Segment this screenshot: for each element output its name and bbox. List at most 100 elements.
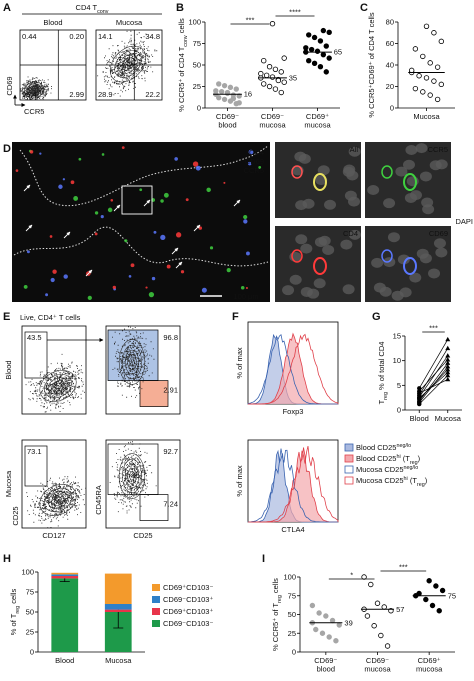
y-tick-label: 25 [26, 628, 34, 637]
x-tick-label: CD69⁺ [306, 112, 329, 121]
inset-label: CD69 [429, 229, 448, 238]
contour [51, 494, 65, 506]
inset-label: CCR5 [428, 145, 448, 154]
y-tick-label: 100 [283, 573, 296, 582]
data-point [278, 69, 284, 75]
contour [129, 357, 135, 367]
contour [127, 353, 137, 370]
cell [160, 234, 166, 241]
legend-swatch [152, 608, 160, 615]
x-tick-label: Blood [410, 414, 429, 423]
flow-events [97, 30, 158, 97]
contour [44, 373, 72, 399]
data-point [317, 64, 324, 70]
text-part: T [377, 399, 386, 404]
median-label: 39 [344, 618, 352, 627]
data-point [218, 88, 225, 95]
panel-header: Live, CD4⁺ T cells [20, 313, 81, 322]
text-part: % of total CD4 [377, 342, 386, 392]
data-point [445, 366, 451, 372]
cell [107, 207, 113, 213]
x-tick-label: CD69⁻ [216, 112, 239, 121]
legend-label: CD69⁺CD103⁻ [163, 583, 213, 592]
panel-letter: G [372, 311, 381, 323]
legend-label: Blood CD25neg/lo [356, 443, 411, 452]
contour [122, 458, 142, 494]
pointer-arrow [25, 224, 33, 232]
nucleus [379, 286, 392, 297]
contour [121, 57, 135, 71]
panel-letter: F [232, 311, 239, 323]
event-dots [25, 353, 85, 413]
panel-letter: H [3, 553, 11, 565]
event-dots [97, 30, 158, 97]
text-part: (T [408, 476, 418, 485]
data-point [236, 100, 242, 106]
x-tick-label: mucosa [416, 665, 443, 674]
data-point [368, 581, 374, 588]
tissue-border [13, 145, 269, 267]
event-dots [109, 441, 157, 514]
cell [101, 153, 105, 156]
cell [112, 285, 116, 290]
plot-title: Mucosa [116, 18, 143, 27]
contour [28, 85, 40, 95]
pair-line [418, 348, 449, 396]
cell [94, 232, 98, 236]
text-part: neg/lo [396, 443, 411, 449]
nucleus [383, 198, 396, 209]
contour [124, 463, 140, 489]
cell [209, 246, 214, 250]
cell [94, 211, 99, 215]
contour [129, 471, 135, 481]
nucleus [419, 171, 432, 182]
cell [130, 263, 135, 268]
data-point [314, 48, 321, 54]
cell [246, 251, 250, 256]
data-point [213, 88, 219, 94]
cell [52, 269, 57, 274]
quadrant-value: 22.2 [145, 90, 160, 99]
data-point [227, 84, 234, 91]
nucleus [409, 190, 422, 201]
x-tick-label: blood [317, 665, 335, 674]
flow-frame [21, 439, 87, 529]
flow-plot [21, 325, 87, 415]
data-point [272, 86, 279, 92]
y-tick-label: 60 [386, 39, 394, 48]
nucleus [402, 159, 415, 170]
data-point [423, 23, 430, 29]
pointer-arrow [113, 204, 121, 212]
histogram [248, 333, 339, 405]
legend-swatch [344, 476, 354, 485]
contour [39, 370, 77, 402]
contour [118, 339, 146, 385]
data-point [438, 38, 445, 45]
cell [139, 188, 143, 192]
data-point [258, 70, 264, 77]
quadrant-value: 96.4 [22, 90, 37, 99]
flow-events [108, 326, 168, 407]
data-point [323, 613, 329, 619]
data-point [261, 58, 267, 64]
pointer-arrow [143, 199, 151, 207]
quadrant-value: 28.9 [98, 90, 113, 99]
stained-cell [403, 257, 417, 275]
flow-events [25, 353, 85, 413]
median-label: 65 [334, 48, 342, 57]
data-point [313, 626, 319, 633]
data-point [323, 69, 329, 75]
cell [247, 161, 252, 166]
cell [226, 268, 231, 273]
contour [54, 382, 62, 390]
data-point [429, 602, 436, 609]
cell [248, 149, 254, 155]
data-point [412, 46, 419, 52]
text-part: hi [396, 454, 400, 460]
data-point [381, 604, 387, 610]
x-tick-label: mucosa [364, 665, 391, 674]
nucleus [428, 268, 441, 279]
data-point [433, 583, 439, 589]
nucleus [307, 288, 320, 299]
